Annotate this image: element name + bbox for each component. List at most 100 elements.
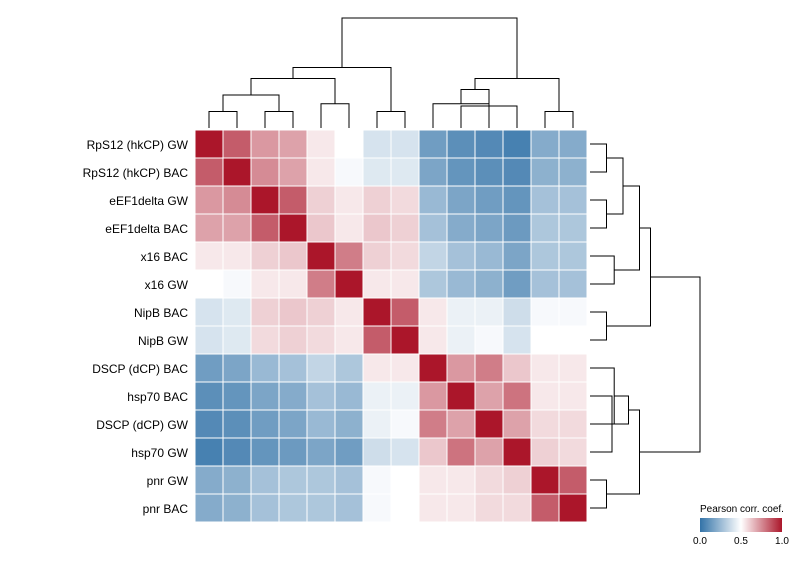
heatmap-cell — [308, 187, 335, 214]
heatmap-cell — [420, 355, 447, 382]
heatmap-cell — [252, 131, 279, 158]
row-label: pnr BAC — [143, 502, 189, 516]
heatmap-cell — [532, 383, 559, 410]
heatmap-cell — [308, 439, 335, 466]
heatmap-cell — [336, 383, 363, 410]
heatmap-cell — [308, 215, 335, 242]
heatmap-cell — [196, 411, 223, 438]
heatmap-cell — [252, 467, 279, 494]
heatmap-cell — [364, 243, 391, 270]
heatmap-cell — [364, 383, 391, 410]
heatmap-cell — [448, 271, 475, 298]
heatmap-cell — [196, 495, 223, 522]
heatmap-cell — [448, 495, 475, 522]
heatmap-cell — [392, 215, 419, 242]
heatmap-cell — [224, 355, 251, 382]
legend-tick: 0.5 — [734, 536, 748, 547]
heatmap-cell — [560, 271, 587, 298]
heatmap-cell — [252, 383, 279, 410]
heatmap-cell — [392, 159, 419, 186]
heatmap-cell — [336, 467, 363, 494]
legend-tick: 1.0 — [775, 536, 789, 547]
row-label: RpS12 (hkCP) BAC — [83, 166, 189, 180]
heatmap-cell — [504, 439, 531, 466]
heatmap-cell — [196, 355, 223, 382]
heatmap-cell — [476, 215, 503, 242]
heatmap-cell — [476, 355, 503, 382]
heatmap-cell — [448, 215, 475, 242]
heatmap-cell — [336, 327, 363, 354]
heatmap-cell — [504, 299, 531, 326]
heatmap-cell — [392, 187, 419, 214]
row-label: eEF1delta BAC — [105, 222, 188, 236]
heatmap-cell — [448, 159, 475, 186]
heatmap-cell — [392, 131, 419, 158]
heatmap-cell — [224, 187, 251, 214]
heatmap-cell — [252, 327, 279, 354]
colorbar — [700, 518, 782, 532]
heatmap-cell — [364, 411, 391, 438]
legend-tick: 0.0 — [693, 536, 707, 547]
heatmap-cell — [448, 439, 475, 466]
heatmap-cell — [504, 131, 531, 158]
heatmap-cell — [560, 411, 587, 438]
heatmap-cell — [532, 299, 559, 326]
heatmap-cell — [532, 495, 559, 522]
heatmap-cell — [504, 355, 531, 382]
heatmap-cell — [224, 159, 251, 186]
heatmap-cell — [504, 495, 531, 522]
heatmap-cell — [224, 243, 251, 270]
heatmap-cell — [224, 383, 251, 410]
heatmap-cell — [336, 271, 363, 298]
heatmap-cell — [560, 439, 587, 466]
heatmap-cell — [476, 271, 503, 298]
heatmap-cell — [448, 411, 475, 438]
heatmap-cell — [560, 299, 587, 326]
heatmap-cell — [420, 215, 447, 242]
heatmap-cell — [476, 243, 503, 270]
heatmap-cell — [476, 299, 503, 326]
heatmap-cell — [224, 131, 251, 158]
heatmap-cell — [252, 355, 279, 382]
heatmap-cell — [252, 495, 279, 522]
heatmap-cell — [196, 299, 223, 326]
heatmap-cell — [476, 439, 503, 466]
heatmap-cell — [336, 299, 363, 326]
heatmap-cell — [532, 467, 559, 494]
row-label: RpS12 (hkCP) GW — [87, 138, 189, 152]
heatmap-cell — [252, 159, 279, 186]
heatmap-cell — [476, 327, 503, 354]
heatmap-cell — [364, 355, 391, 382]
heatmap-cell — [252, 299, 279, 326]
heatmap-cell — [196, 467, 223, 494]
heatmap-cell — [560, 243, 587, 270]
heatmap-cell — [336, 159, 363, 186]
heatmap-cell — [504, 411, 531, 438]
row-label: x16 BAC — [141, 250, 189, 264]
heatmap-cell — [336, 439, 363, 466]
heatmap-cell — [532, 271, 559, 298]
heatmap-cell — [336, 243, 363, 270]
heatmap-cell — [504, 383, 531, 410]
heatmap-cell — [364, 131, 391, 158]
heatmap-cell — [420, 271, 447, 298]
heatmap-cell — [280, 187, 307, 214]
heatmap-cell — [280, 411, 307, 438]
row-label: pnr GW — [147, 474, 189, 488]
heatmap-cell — [560, 187, 587, 214]
heatmap-cell — [280, 327, 307, 354]
heatmap-figure: RpS12 (hkCP) GW RpS12 (hkCP) BAC eEF1delta… — [0, 0, 800, 582]
heatmap-cell — [560, 215, 587, 242]
heatmap-cell — [392, 271, 419, 298]
heatmap-cell — [392, 355, 419, 382]
heatmap-cell — [252, 187, 279, 214]
heatmap-cell — [196, 187, 223, 214]
heatmap-cell — [364, 215, 391, 242]
heatmap-cell — [392, 327, 419, 354]
heatmap-cell — [504, 159, 531, 186]
row-label: hsp70 BAC — [127, 390, 188, 404]
heatmap-cell — [392, 299, 419, 326]
heatmap-cell — [560, 159, 587, 186]
heatmap-cell — [392, 243, 419, 270]
heatmap-cell — [504, 271, 531, 298]
